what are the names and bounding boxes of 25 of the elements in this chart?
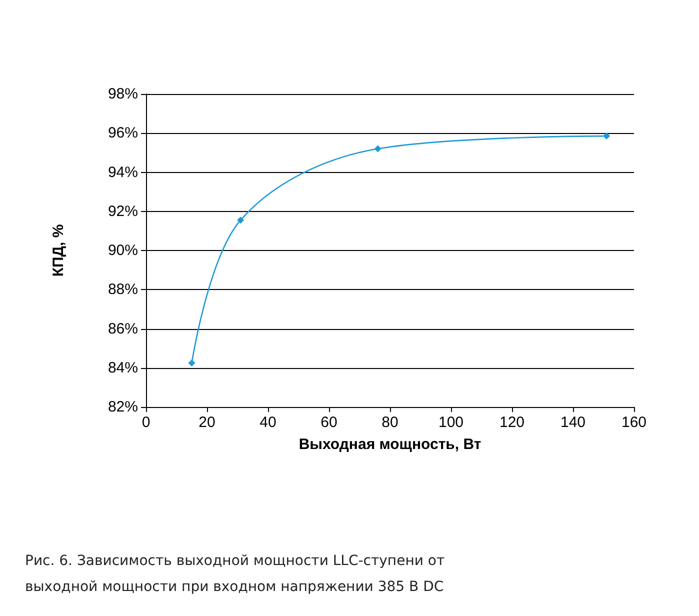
y-tick-label: 82% <box>108 398 138 416</box>
point <box>603 132 610 140</box>
y-tick-label: 96% <box>108 124 138 142</box>
x-tick-label: 20 <box>198 414 216 431</box>
x-tick-label: 80 <box>382 414 398 431</box>
point <box>188 359 196 366</box>
y-tick-label: 86% <box>108 320 138 338</box>
y-axis-title: КПД, % <box>50 224 67 277</box>
y-tick-label: 90% <box>108 242 138 259</box>
point <box>374 145 382 152</box>
y-tick-label: 84% <box>108 359 138 376</box>
y-tick-label: 98% <box>108 86 138 102</box>
x-tick-label: 140 <box>560 414 586 431</box>
x-tick-label: 0 <box>142 414 150 431</box>
x-tick-label: 100 <box>438 414 464 431</box>
point <box>237 216 244 224</box>
y-tick-label: 94% <box>108 164 138 181</box>
x-tick-label: 160 <box>621 414 647 431</box>
y-tick-label: 88% <box>108 281 138 298</box>
x-tick-label: 40 <box>260 414 276 431</box>
x-tick-label: 120 <box>499 414 525 431</box>
x-tick-label: 60 <box>320 414 338 431</box>
y-tick-label: 92% <box>108 202 138 220</box>
text: Рис. 6. Зависимость выходной мощности LLC-ступени от выходной мощности при входном напряжении 385 В DC <box>25 553 450 595</box>
x-axis-title: Выходная мощность, Вт <box>298 436 482 453</box>
